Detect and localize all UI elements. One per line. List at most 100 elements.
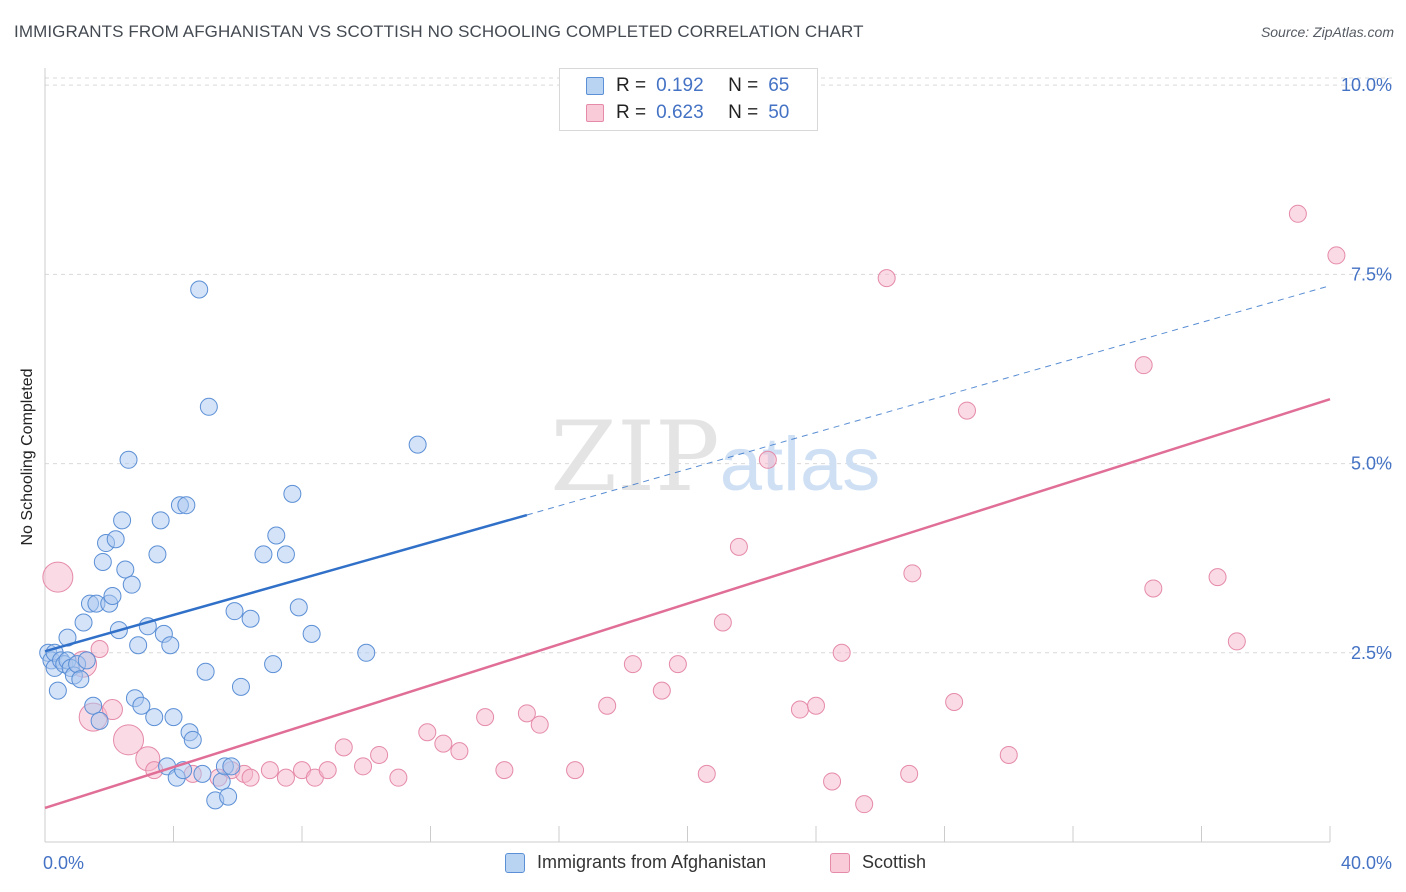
pink-point <box>790 700 809 719</box>
blue-point <box>241 609 260 628</box>
blue-point <box>106 530 125 549</box>
pink-point <box>370 745 389 764</box>
pink-point <box>729 537 748 556</box>
scottish-swatch <box>830 852 850 873</box>
legend-afghanistan-label: Immigrants from Afghanistan <box>537 852 767 872</box>
blue-point <box>177 496 196 515</box>
y-tick-label: 5.0% <box>1351 454 1392 474</box>
pink-point <box>957 401 976 420</box>
legend-item-scottish: Scottish <box>830 852 926 873</box>
pink-point <box>276 768 295 787</box>
pink-point <box>495 761 514 780</box>
y-tick-label: 2.5% <box>1351 643 1392 663</box>
pink-point <box>434 734 453 753</box>
blue-point <box>283 484 302 503</box>
pink-point <box>1327 246 1346 265</box>
pink-point <box>623 655 642 674</box>
source-label: Source: ZipAtlas.com <box>1260 24 1394 40</box>
blue-point <box>267 526 286 545</box>
chart-title: IMMIGRANTS FROM AFGHANISTAN VS SCOTTISH … <box>14 22 864 41</box>
blue-point <box>122 575 141 594</box>
blue-point <box>302 624 321 643</box>
axes <box>44 68 1331 843</box>
blue-point <box>276 545 295 564</box>
pink-point <box>241 768 260 787</box>
blue-point <box>199 397 218 416</box>
blue-point <box>193 764 212 783</box>
x-tick-label-max: 40.0% <box>1341 853 1392 873</box>
pink-point <box>823 772 842 791</box>
blue-point <box>212 772 231 791</box>
pink-point <box>1288 204 1307 223</box>
blue-point <box>222 757 241 776</box>
pink-point <box>517 704 536 723</box>
pink-point <box>90 640 109 658</box>
blue-point <box>254 545 273 564</box>
pink-point <box>530 715 549 734</box>
blue-point <box>219 787 238 806</box>
blue-point <box>148 545 167 564</box>
pink-point <box>697 764 716 783</box>
pink-point <box>1208 568 1227 587</box>
legend-pink-r-value: 0.623 <box>656 102 704 123</box>
pink-swatch <box>586 104 604 122</box>
afghanistan-swatch <box>505 852 525 873</box>
blue-point <box>231 677 250 696</box>
blue-point <box>84 696 103 715</box>
blue-point <box>264 655 283 674</box>
legend-blue-r-label: R = <box>616 75 647 96</box>
blue-point <box>103 587 122 606</box>
watermark: ZIP atlas <box>550 401 880 513</box>
blue-point <box>90 711 109 730</box>
pink-trend-line <box>44 398 1331 810</box>
blue-point <box>357 643 376 662</box>
pink-point <box>668 655 687 674</box>
blue-point <box>48 681 67 700</box>
legend-blue-n-value: 65 <box>768 75 790 96</box>
legend-pink-n-label: N = <box>728 102 759 123</box>
pink-point <box>354 757 373 776</box>
pink-point <box>334 738 353 757</box>
legend-scottish-label: Scottish <box>862 852 927 872</box>
legend-item-afghanistan: Immigrants from Afghanistan <box>505 852 766 873</box>
blue-point <box>164 708 183 727</box>
watermark-zip: ZIP <box>550 401 719 513</box>
legend-row-pink: R = 0.623 N = 50 <box>586 102 789 124</box>
pink-point <box>903 564 922 583</box>
watermark-atlas: atlas <box>720 422 881 507</box>
legend-pink-r-label: R = <box>616 102 647 123</box>
blue-point <box>161 636 180 655</box>
legend-blue-n-label: N = <box>728 75 759 96</box>
blue-point <box>145 708 164 727</box>
pink-point <box>476 708 495 727</box>
pink-point <box>1227 632 1246 651</box>
blue-trend-line <box>44 513 528 653</box>
blue-point <box>71 670 90 689</box>
y-tick-label: 7.5% <box>1351 264 1392 284</box>
x-tick-label-min: 0.0% <box>43 853 84 873</box>
blue-point <box>190 280 209 299</box>
pink-point <box>260 761 279 780</box>
pink-point <box>1144 579 1163 598</box>
legend-pink-n-value: 50 <box>768 102 790 123</box>
blue-point <box>196 662 215 681</box>
pink-point <box>113 724 145 756</box>
pink-point <box>855 795 874 814</box>
pink-point <box>598 696 617 715</box>
blue-point <box>93 552 112 571</box>
pink-point <box>877 269 896 288</box>
pink-point <box>566 761 585 780</box>
correlation-legend: R = 0.192 N = 65 R = 0.623 N = 50 <box>559 68 818 131</box>
blue-point <box>225 602 244 621</box>
pink-point <box>101 699 123 721</box>
pink-point <box>450 742 469 761</box>
pink-point <box>1134 356 1153 375</box>
blue-point <box>77 651 96 670</box>
pink-point <box>900 764 919 783</box>
legend-blue-r-value: 0.192 <box>656 75 704 96</box>
pink-point <box>318 761 337 780</box>
blue-point <box>183 730 202 749</box>
pink-point <box>945 692 964 711</box>
y-tick-label: 10.0% <box>1341 75 1392 95</box>
blue-points <box>39 280 427 810</box>
